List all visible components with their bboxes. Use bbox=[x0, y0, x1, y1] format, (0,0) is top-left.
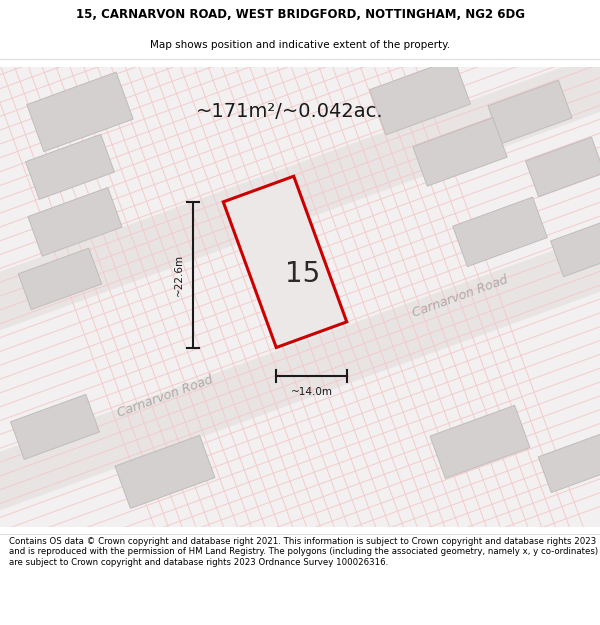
Text: 15, CARNARVON ROAD, WEST BRIDGFORD, NOTTINGHAM, NG2 6DG: 15, CARNARVON ROAD, WEST BRIDGFORD, NOTT… bbox=[76, 8, 524, 21]
Polygon shape bbox=[18, 248, 102, 309]
Polygon shape bbox=[0, 38, 600, 625]
Polygon shape bbox=[453, 197, 547, 267]
Polygon shape bbox=[11, 394, 100, 459]
Polygon shape bbox=[223, 176, 347, 348]
Text: Contains OS data © Crown copyright and database right 2021. This information is : Contains OS data © Crown copyright and d… bbox=[9, 537, 598, 567]
Text: Carnarvon Road: Carnarvon Road bbox=[115, 374, 215, 420]
Polygon shape bbox=[430, 406, 530, 478]
Text: Map shows position and indicative extent of the property.: Map shows position and indicative extent… bbox=[150, 39, 450, 49]
Polygon shape bbox=[526, 137, 600, 197]
Polygon shape bbox=[413, 118, 507, 186]
Polygon shape bbox=[538, 431, 600, 492]
Polygon shape bbox=[370, 59, 470, 135]
Text: 15: 15 bbox=[286, 260, 320, 288]
Text: ~14.0m: ~14.0m bbox=[290, 386, 332, 396]
Polygon shape bbox=[488, 80, 572, 144]
Polygon shape bbox=[551, 217, 600, 277]
Text: Carnarvon Road: Carnarvon Road bbox=[410, 274, 509, 320]
Text: ~22.6m: ~22.6m bbox=[174, 254, 184, 296]
Text: ~171m²/~0.042ac.: ~171m²/~0.042ac. bbox=[196, 102, 384, 121]
Polygon shape bbox=[115, 436, 215, 508]
Polygon shape bbox=[28, 188, 122, 256]
Polygon shape bbox=[0, 0, 600, 526]
Polygon shape bbox=[27, 72, 133, 152]
Polygon shape bbox=[26, 134, 115, 199]
